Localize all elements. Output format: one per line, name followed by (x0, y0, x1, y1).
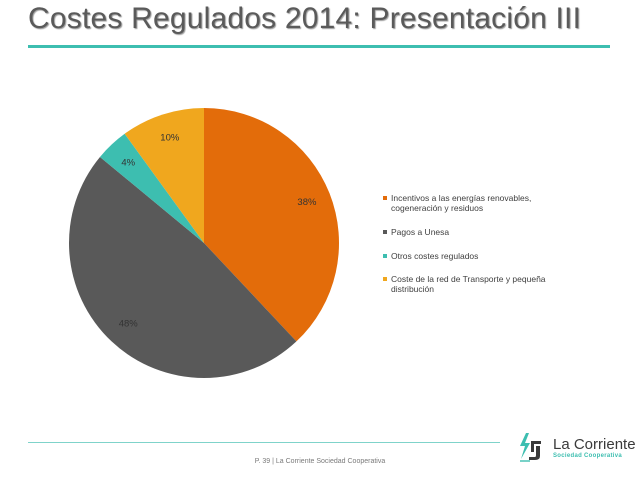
legend-item-pagos-unesa: Pagos a Unesa (383, 227, 583, 237)
title-divider (28, 45, 610, 48)
legend-label: Incentivos a las energías renovables, co… (391, 193, 532, 213)
bolt-leaf-logo-icon (520, 433, 541, 462)
legend-swatch (383, 254, 387, 258)
pie-slice-1 (68, 156, 297, 379)
legend-label: Coste de la red de Transporte y pequeña … (391, 274, 546, 294)
chart-legend: Incentivos a las energías renovables, co… (383, 193, 583, 308)
legend-swatch (383, 277, 387, 281)
legend-swatch (383, 196, 387, 200)
pie-data-label-2: 4% (121, 157, 135, 168)
logo-subtitle: Sociedad Cooperativa (553, 453, 623, 459)
legend-item-coste-red: Coste de la red de Transporte y pequeña … (383, 274, 583, 294)
legend-swatch (383, 230, 387, 234)
brand-logo: La Corriente Sociedad Cooperativa (517, 432, 636, 464)
pie-data-label-0: 38% (297, 197, 317, 208)
legend-label: Pagos a Unesa (391, 227, 450, 237)
pie-data-label-1: 48% (119, 319, 139, 330)
slide-title: Costes Regulados 2014: Presentación III (28, 2, 582, 35)
pie-data-label-3: 10% (160, 133, 180, 144)
logo-name: La Corriente (553, 436, 636, 453)
pie-slice-3 (124, 108, 204, 243)
legend-item-incentivos: Incentivos a las energías renovables, co… (383, 193, 583, 213)
legend-label: Otros costes regulados (391, 251, 479, 261)
pie-slice-0 (204, 108, 339, 342)
footer-divider (28, 442, 500, 443)
footer-text: P. 39 | La Corriente Sociedad Cooperativ… (254, 458, 386, 465)
legend-item-otros-costes: Otros costes regulados (383, 251, 583, 261)
pie-slice-2 (99, 133, 204, 243)
